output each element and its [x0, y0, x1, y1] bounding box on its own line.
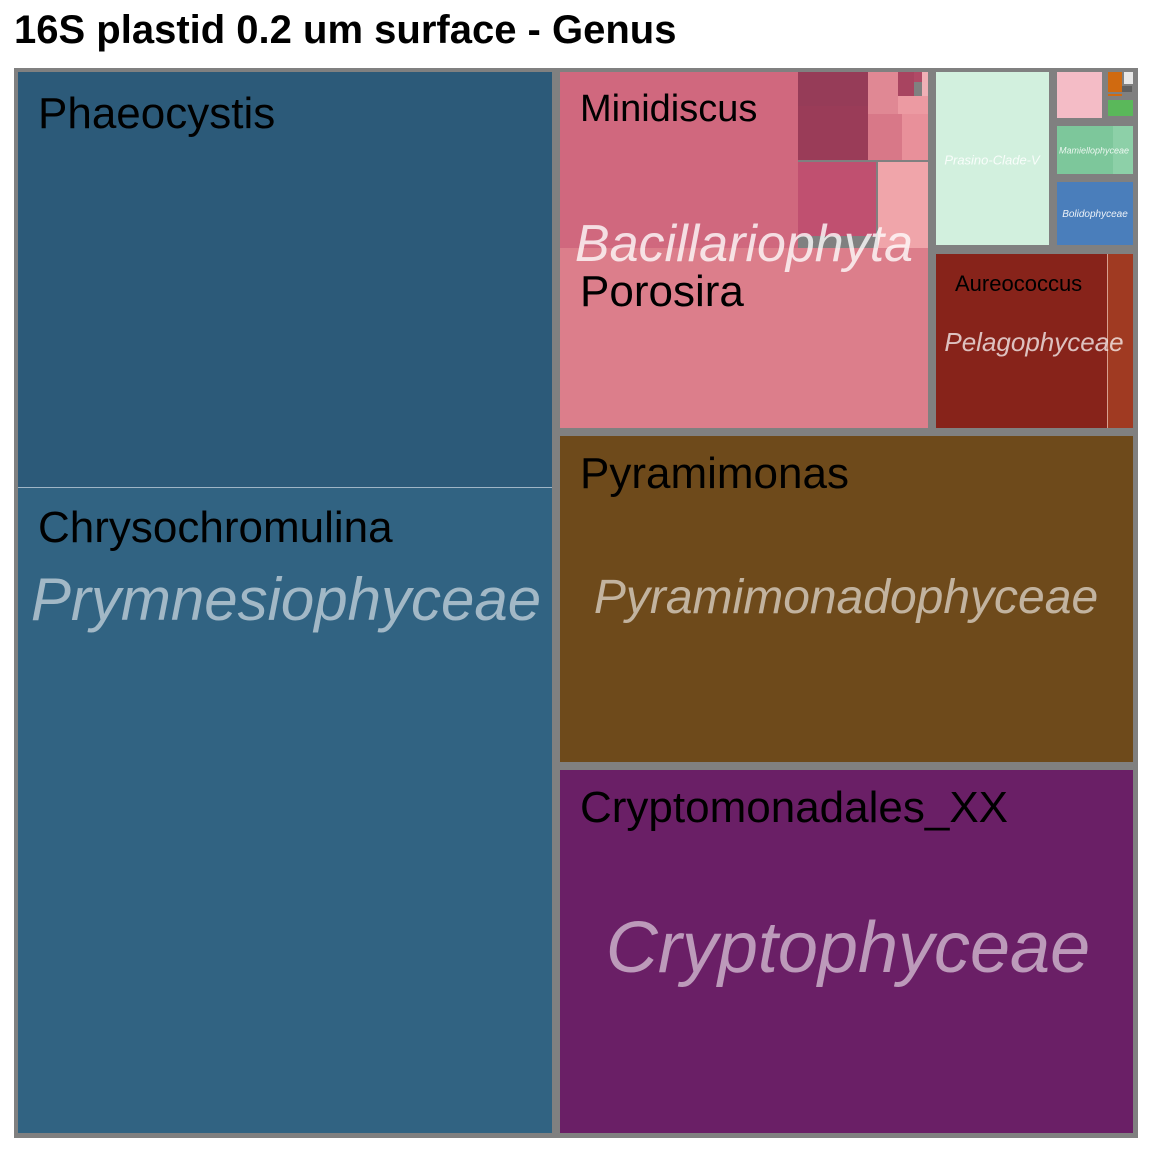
class-label: Mamiellophyceae: [1058, 145, 1130, 156]
cell-bacillariophyta-minor: [898, 96, 928, 114]
class-label: Bolidophyceae: [1062, 209, 1128, 220]
genus-label: Cryptomonadales_XX: [580, 783, 1009, 832]
cell-pyramimonas: Pyramimonas: [560, 436, 1133, 762]
cell-bolidophyceae: [1057, 182, 1133, 245]
cell-bacillariophyta-minor: [902, 114, 928, 160]
class-label: Prasino-Clade-V: [944, 152, 1040, 168]
cell-minor: [1124, 72, 1133, 84]
cell-cryptomonadales-xx: Cryptomonadales_XX: [560, 770, 1133, 1133]
cell-minor: [1108, 72, 1122, 92]
class-label: Bacillariophyta: [574, 215, 914, 273]
separator-line: [1107, 254, 1108, 428]
cell-unlabeled-class: [1057, 72, 1102, 118]
chart-title: 16S plastid 0.2 um surface - Genus: [14, 8, 677, 52]
cell-bacillariophyta-minor: [898, 72, 914, 96]
cell-bacillariophyta-minor: [914, 72, 922, 82]
cell-minor: [1122, 86, 1132, 92]
genus-label: Porosira: [580, 267, 744, 316]
cell-bacillariophyta-minor: [798, 162, 876, 236]
genus-label: Phaeocystis: [38, 89, 276, 138]
separator-line: [18, 487, 552, 488]
cell-bacillariophyta-minor: [922, 72, 928, 96]
treemap-frame: Phaeocystis Chrysochromulina Minidiscus Por…: [14, 68, 1138, 1138]
cell-minidiscus: Minidiscus: [560, 72, 798, 248]
cell-bacillariophyta-minor: [798, 72, 868, 106]
cell-mamiellophyceae: [1057, 126, 1113, 174]
genus-label: Minidiscus: [580, 88, 758, 130]
cell-bacillariophyta-minor: [868, 114, 902, 160]
genus-label: Chrysochromulina: [38, 503, 393, 552]
cell-pelagophyceae-minor: [1108, 254, 1133, 428]
class-label: Pyramimonadophyceae: [593, 571, 1099, 624]
cell-porosira: Porosira: [560, 248, 928, 428]
treemap: Phaeocystis Chrysochromulina Minidiscus Por…: [14, 68, 1138, 1138]
cell-bacillariophyta-minor: [868, 72, 898, 114]
cell-bacillariophyta-minor: [798, 106, 868, 160]
class-label: Pelagophyceae: [944, 327, 1124, 357]
genus-label: Aureococcus: [955, 271, 1083, 296]
class-label: Cryptophyceae: [605, 908, 1091, 988]
class-label: Prymnesiophyceae: [30, 566, 542, 633]
genus-label: Pyramimonas: [580, 449, 849, 498]
cell-phaeocystis: Phaeocystis: [18, 72, 552, 487]
cell-minor: [1108, 100, 1133, 116]
cell-chrysochromulina: Chrysochromulina: [18, 488, 552, 1133]
cell-aureococcus: Aureococcus: [936, 254, 1108, 428]
cell-prasino-clade-v: [936, 72, 1049, 245]
cell-bacillariophyta-minor: [878, 162, 928, 248]
cell-minor: [1108, 94, 1122, 96]
cell-mamiellophyceae-minor: [1113, 126, 1133, 174]
